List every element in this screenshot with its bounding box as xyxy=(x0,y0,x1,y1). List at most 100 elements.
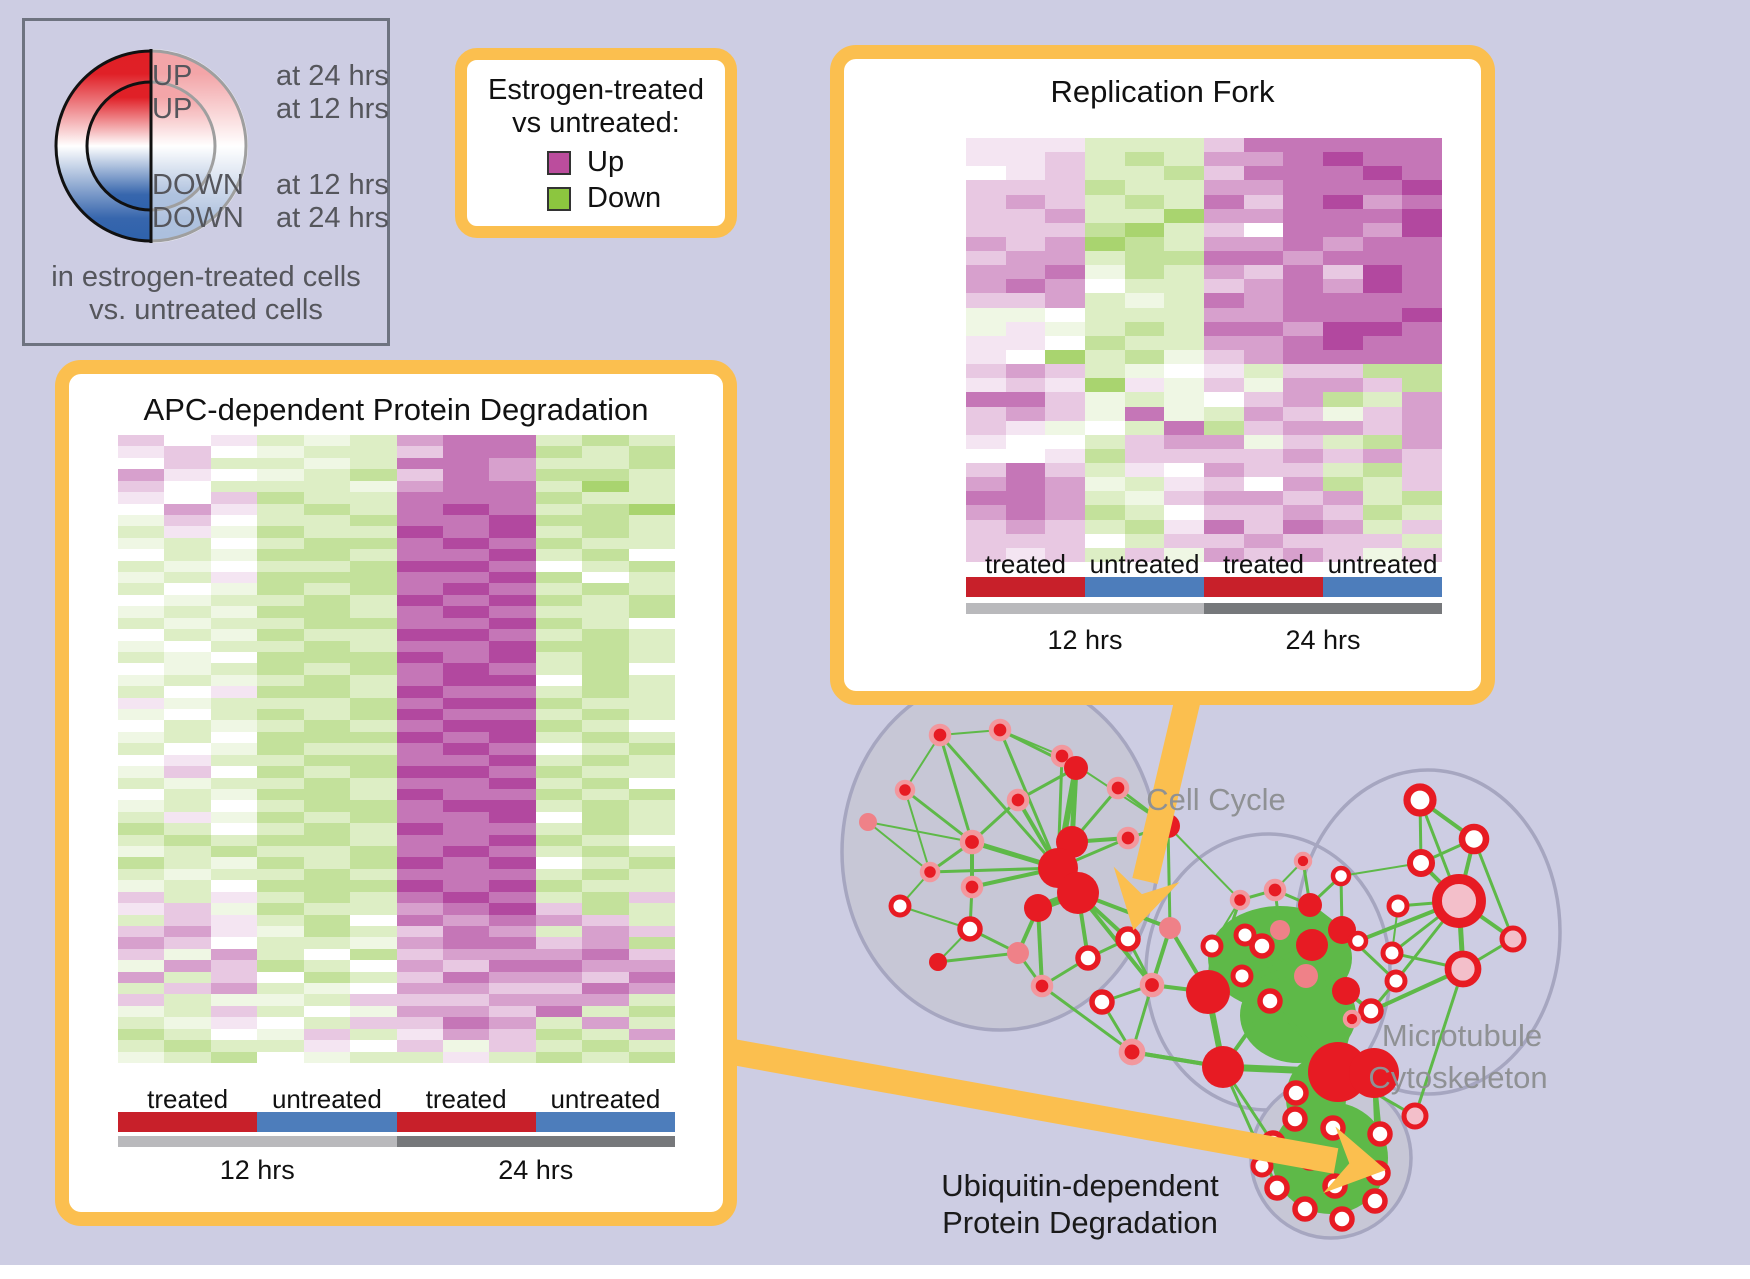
heatmap-cell xyxy=(1283,222,1323,237)
heatmap-cell xyxy=(1362,420,1403,435)
heatmap-cell xyxy=(1283,505,1323,520)
heatmap-cell xyxy=(535,743,583,755)
heatmap-cell xyxy=(1005,547,1046,562)
heatmap-cell xyxy=(303,457,351,470)
heatmap-cell xyxy=(489,446,536,458)
heatmap-cell xyxy=(582,617,629,630)
heatmap-cell xyxy=(1323,519,1363,534)
apc-treated-24-label: treated xyxy=(425,1084,507,1114)
heatmap-cell xyxy=(118,1051,165,1063)
heatmap-cell xyxy=(164,1040,211,1052)
heatmap-cell xyxy=(582,903,629,915)
network-node xyxy=(957,916,983,942)
heatmap-cell xyxy=(1204,463,1244,478)
network-node xyxy=(959,829,985,855)
heatmap-cell xyxy=(118,526,165,538)
network-node xyxy=(1406,848,1436,878)
heatmap-cell xyxy=(489,560,536,573)
heatmap-cell xyxy=(1323,152,1363,167)
heatmap-cell xyxy=(257,834,304,847)
heatmap-cell xyxy=(1045,491,1085,506)
up-color-swatch xyxy=(547,150,571,175)
network-node xyxy=(1322,1173,1348,1199)
heatmap-cell xyxy=(628,766,675,778)
heatmap-cell xyxy=(118,503,165,515)
heatmap-cell xyxy=(164,788,211,801)
heatmap-cell xyxy=(966,335,1006,350)
heatmap-cell xyxy=(1164,406,1204,421)
heatmap-cell xyxy=(1204,392,1244,407)
heatmap-cell xyxy=(1243,222,1284,237)
heatmap-cell xyxy=(303,686,351,698)
heatmap-cell xyxy=(396,925,443,938)
heatmap-cell xyxy=(164,960,211,972)
heatmap-cell xyxy=(1362,321,1403,336)
heatmap-cell xyxy=(257,697,304,710)
heatmap-cell xyxy=(1164,547,1204,562)
heatmap-cell xyxy=(1402,236,1442,252)
network-edge xyxy=(1413,968,1465,1117)
heatmap-cell xyxy=(210,640,258,652)
heatmap-cell xyxy=(396,709,443,721)
heatmap-cell xyxy=(164,994,211,1006)
heatmap-cell xyxy=(1045,434,1085,449)
heatmap-cell xyxy=(164,514,211,527)
heatmap-cell xyxy=(489,971,536,984)
heatmap-cell xyxy=(210,697,258,710)
apc-time-labels: 12 hrs 24 hrs xyxy=(118,1155,675,1186)
heatmap-cell xyxy=(396,457,443,470)
heatmap-cell xyxy=(1402,279,1442,294)
heatmap-cell xyxy=(1085,279,1125,294)
heatmap-cell xyxy=(118,754,165,767)
heatmap-cell xyxy=(303,1028,351,1041)
legend-item-down: Down xyxy=(547,182,661,215)
heatmap-cell xyxy=(350,492,397,504)
heatmap-cell xyxy=(1085,321,1125,336)
heatmap-cell xyxy=(1362,533,1403,548)
heatmap-cell xyxy=(1164,194,1204,209)
network-node xyxy=(1401,1102,1429,1130)
heatmap-cell xyxy=(1283,448,1323,464)
heatmap-cell xyxy=(1045,208,1085,223)
heatmap-cell xyxy=(489,549,536,561)
legend-down-12-time: at 12 hrs xyxy=(276,169,389,201)
apc-treated-bar-24 xyxy=(396,1112,536,1132)
heatmap-cell xyxy=(303,503,351,515)
legend-down-24-dir: DOWN xyxy=(152,202,244,234)
heatmap-cell xyxy=(966,533,1006,548)
heatmap-cell xyxy=(350,857,397,869)
heatmap-cell xyxy=(489,617,536,630)
heatmap-cell xyxy=(210,766,258,778)
heatmap-cell xyxy=(210,777,258,789)
heatmap-cell xyxy=(1005,251,1046,266)
apc-time-bar xyxy=(118,1136,675,1147)
heatmap-cell xyxy=(1204,349,1244,365)
heatmap-cell xyxy=(1085,434,1125,449)
heatmap-cell xyxy=(1402,406,1442,421)
heatmap-cell xyxy=(1243,533,1284,548)
heatmap-cell xyxy=(257,537,304,550)
heatmap-cell xyxy=(582,1040,629,1052)
heatmap-cell xyxy=(489,937,536,949)
heatmap-cell xyxy=(628,697,675,710)
heatmap-cell xyxy=(1283,349,1323,365)
heatmap-cell xyxy=(582,925,629,938)
heatmap-cell xyxy=(1362,307,1403,322)
heatmap-cell xyxy=(442,731,490,744)
heatmap-cell xyxy=(118,629,165,641)
heatmap-cell xyxy=(396,583,443,595)
heatmap-cell xyxy=(396,880,443,892)
heatmap-cell xyxy=(1005,491,1046,506)
heatmap-cell xyxy=(303,709,351,721)
heatmap-cell xyxy=(118,640,165,652)
label-microtubule-line1: Microtubule xyxy=(1381,1018,1543,1053)
heatmap-cell xyxy=(442,766,490,778)
heatmap-cell xyxy=(257,743,304,755)
heatmap-cell xyxy=(303,640,351,652)
heatmap-cell xyxy=(628,1040,675,1052)
heatmap-cell xyxy=(442,1040,490,1052)
heatmap-cell xyxy=(257,617,304,630)
heatmap-cell xyxy=(257,446,304,458)
heatmap-cell xyxy=(1005,222,1046,237)
heatmap-cell xyxy=(1283,166,1323,181)
